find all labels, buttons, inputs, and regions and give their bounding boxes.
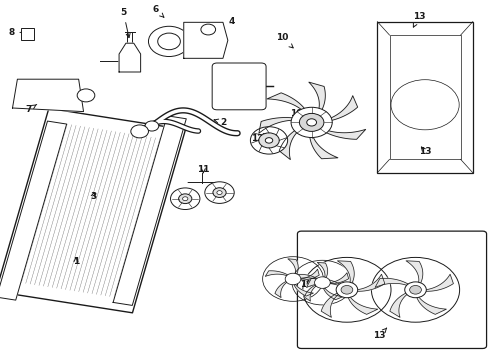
Polygon shape	[288, 259, 298, 274]
Circle shape	[336, 282, 358, 298]
Polygon shape	[275, 282, 287, 298]
Text: 13: 13	[418, 147, 431, 156]
Text: 13: 13	[373, 328, 387, 340]
Text: 1: 1	[73, 256, 79, 265]
Text: 2: 2	[214, 118, 226, 127]
Text: 12: 12	[251, 134, 268, 143]
Circle shape	[315, 277, 330, 288]
Polygon shape	[265, 271, 288, 276]
Bar	[21, 28, 34, 40]
Circle shape	[291, 107, 332, 138]
Circle shape	[410, 285, 421, 294]
Polygon shape	[375, 278, 409, 288]
Polygon shape	[309, 82, 325, 114]
Polygon shape	[306, 278, 340, 288]
Polygon shape	[267, 93, 308, 113]
Circle shape	[307, 119, 317, 126]
Text: 10: 10	[290, 109, 303, 118]
Polygon shape	[279, 127, 301, 159]
Text: 10: 10	[275, 33, 293, 48]
Polygon shape	[310, 132, 338, 159]
Text: 9: 9	[245, 82, 258, 91]
Text: 11: 11	[197, 165, 210, 174]
Polygon shape	[325, 96, 358, 122]
Circle shape	[158, 33, 180, 50]
Circle shape	[341, 285, 353, 294]
Bar	[390, 35, 461, 159]
Polygon shape	[13, 79, 83, 112]
Circle shape	[183, 197, 188, 201]
Polygon shape	[301, 269, 319, 280]
Polygon shape	[357, 274, 385, 291]
Polygon shape	[317, 262, 328, 278]
Polygon shape	[425, 274, 453, 291]
Circle shape	[217, 191, 222, 194]
Text: 7: 7	[25, 104, 37, 114]
Polygon shape	[294, 284, 313, 296]
Circle shape	[405, 282, 426, 298]
Text: 13: 13	[413, 12, 425, 27]
Circle shape	[259, 133, 279, 148]
Polygon shape	[304, 285, 316, 301]
Polygon shape	[0, 121, 67, 300]
Polygon shape	[323, 288, 343, 300]
Text: 3: 3	[90, 192, 96, 201]
Circle shape	[171, 188, 200, 210]
Circle shape	[299, 113, 324, 131]
Circle shape	[178, 194, 192, 204]
Polygon shape	[321, 129, 366, 139]
Circle shape	[201, 24, 216, 35]
Circle shape	[213, 188, 226, 197]
Polygon shape	[259, 117, 299, 133]
Polygon shape	[119, 43, 141, 72]
Polygon shape	[416, 297, 446, 314]
Polygon shape	[321, 293, 339, 318]
Circle shape	[145, 121, 159, 131]
Circle shape	[265, 138, 273, 143]
Bar	[377, 22, 473, 173]
Polygon shape	[390, 293, 408, 318]
Text: 6: 6	[153, 5, 164, 17]
Polygon shape	[338, 261, 354, 284]
Polygon shape	[184, 22, 228, 58]
Polygon shape	[406, 261, 423, 284]
Text: 4: 4	[219, 17, 235, 29]
Circle shape	[131, 125, 148, 138]
Polygon shape	[294, 274, 317, 280]
Circle shape	[285, 273, 301, 285]
Polygon shape	[330, 273, 348, 284]
Circle shape	[205, 182, 234, 203]
FancyBboxPatch shape	[297, 231, 487, 348]
Text: 8: 8	[8, 28, 33, 37]
Text: 10: 10	[300, 280, 313, 289]
Polygon shape	[113, 116, 186, 305]
Circle shape	[77, 89, 95, 102]
Polygon shape	[348, 297, 378, 314]
Text: 5: 5	[121, 8, 130, 38]
FancyBboxPatch shape	[212, 63, 266, 110]
Circle shape	[148, 26, 190, 57]
Circle shape	[250, 127, 288, 154]
